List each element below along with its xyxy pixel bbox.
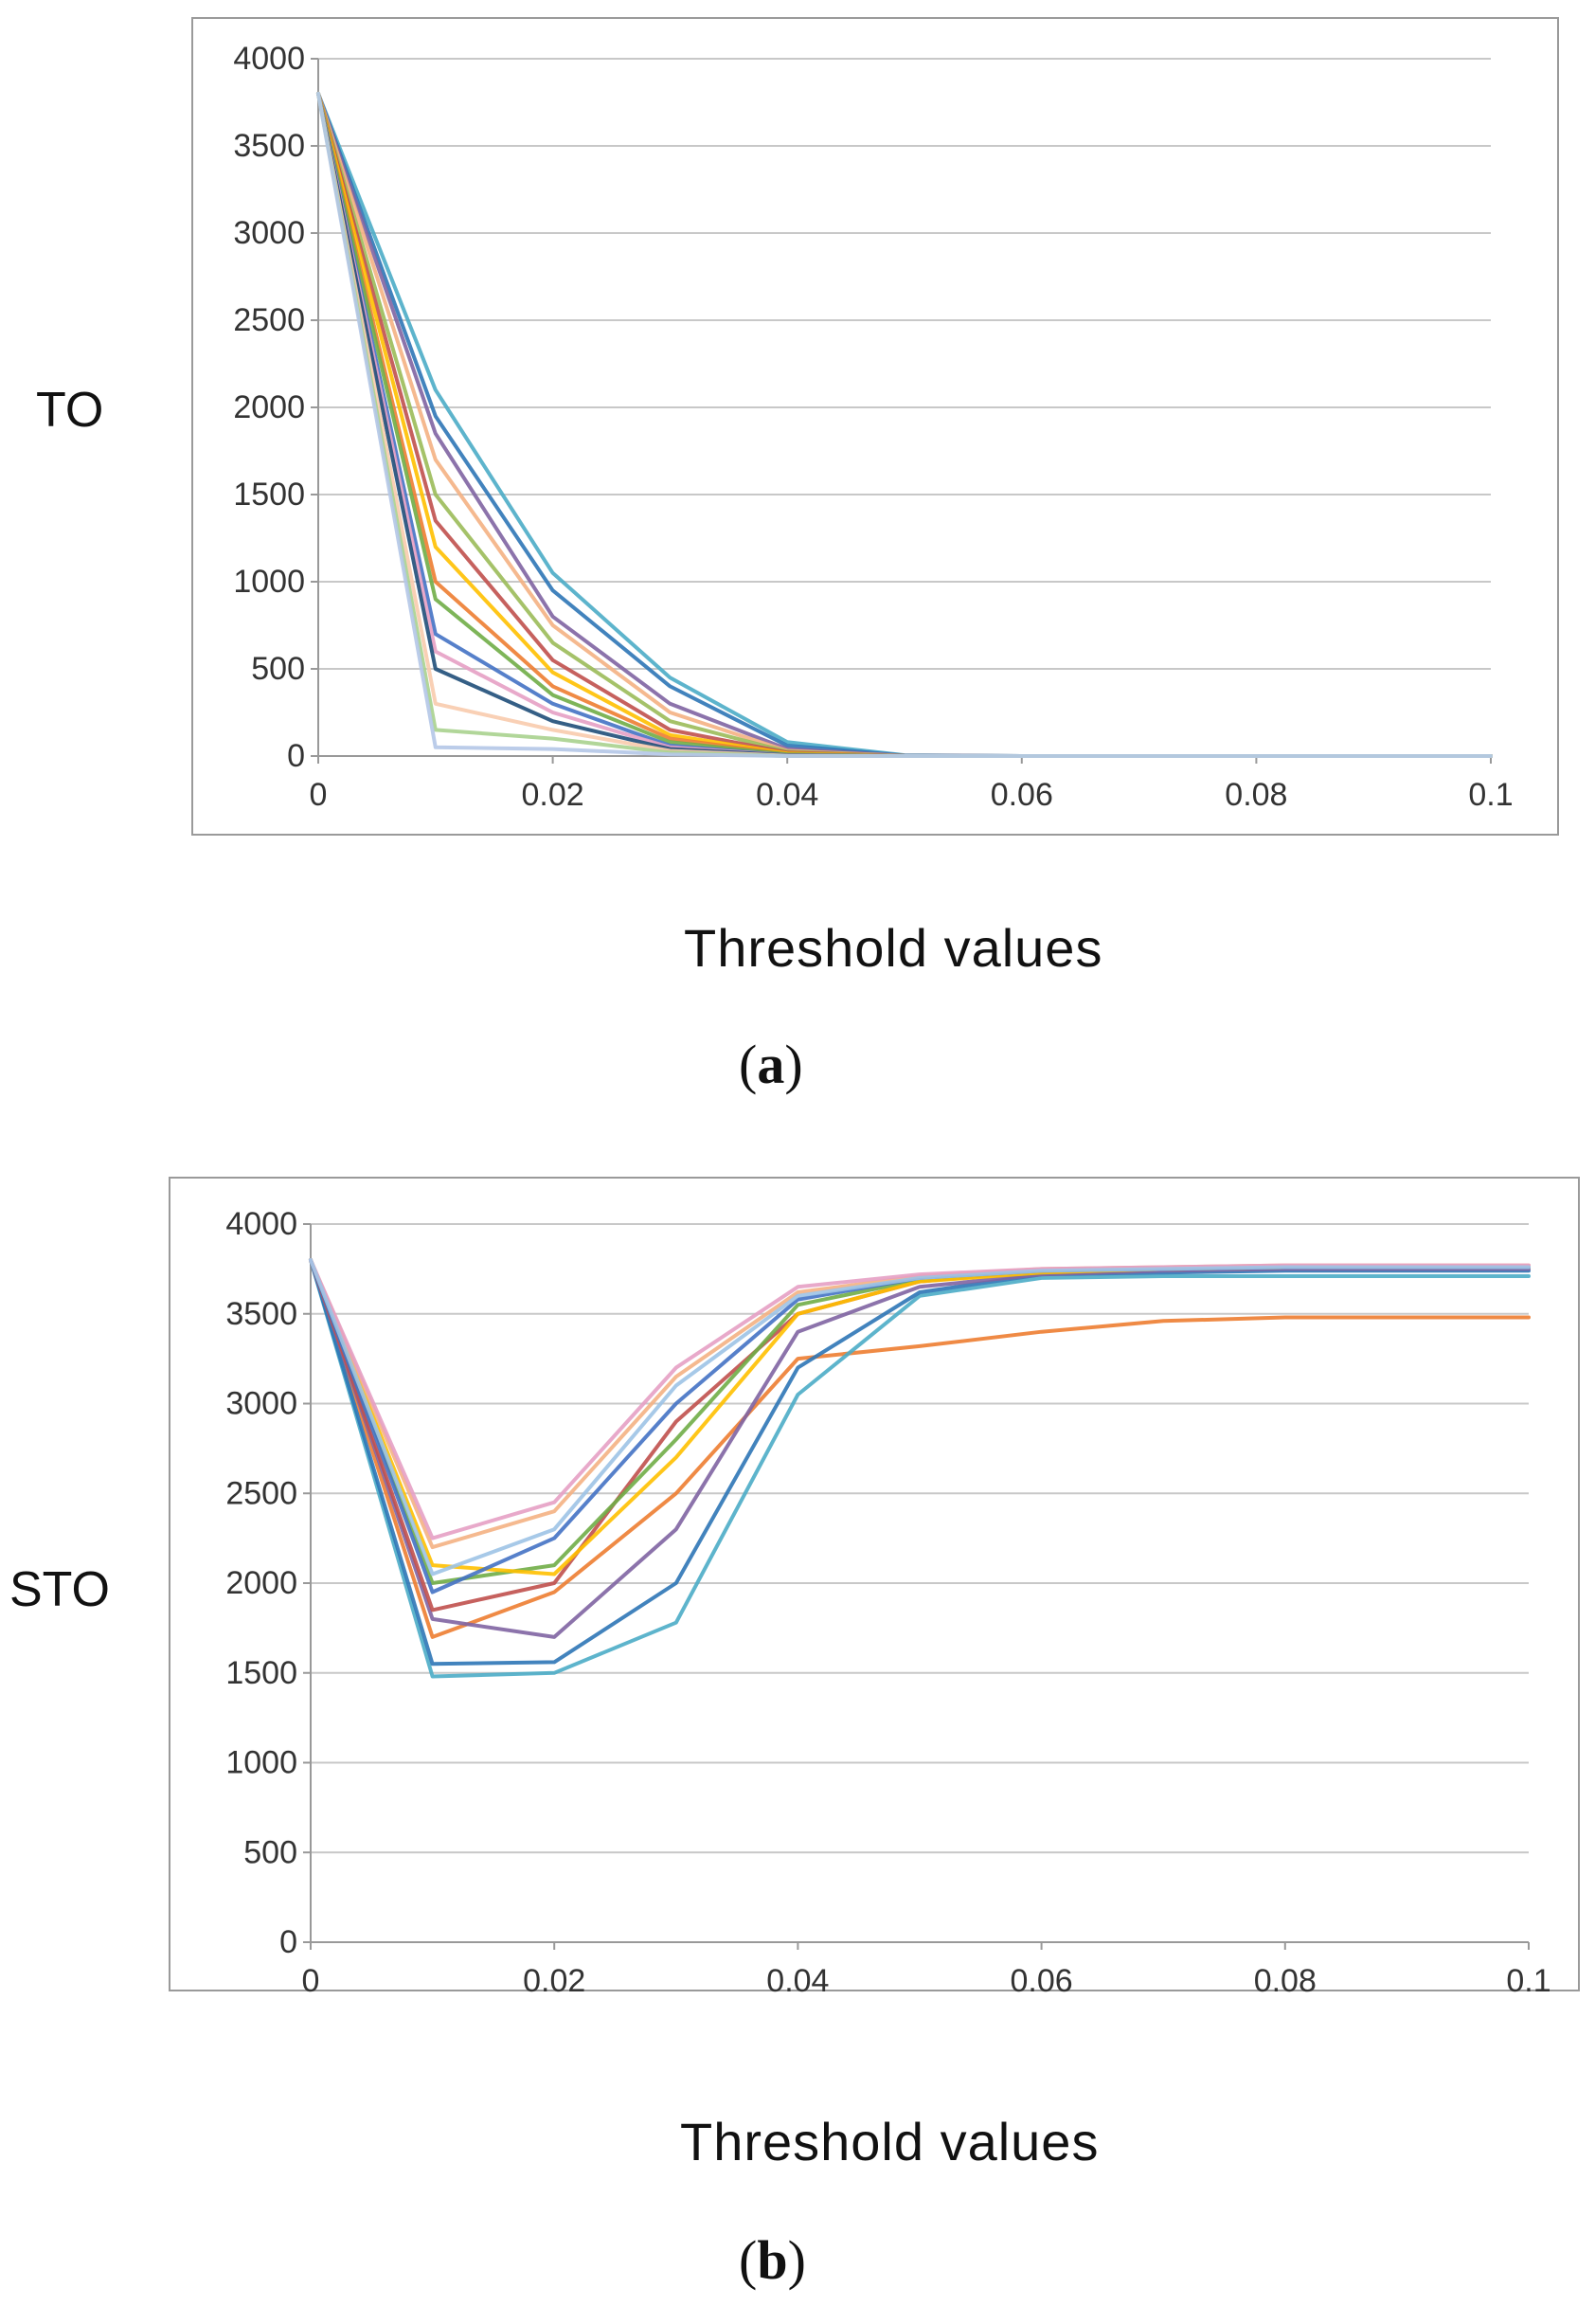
line-chart-b: 0 500 1000 1500 2000 2500 3000 3500 4000 0 0.02 0.0… bbox=[225, 1206, 1550, 1999]
series-line-s12 bbox=[316, 91, 1493, 758]
y-tick-label: 500 bbox=[251, 651, 305, 687]
series-line-s5 bbox=[309, 1257, 1531, 1612]
x-axis-label-a: Threshold values bbox=[684, 918, 1103, 978]
x-tick-label: 0.1 bbox=[1468, 777, 1513, 813]
series-line-s6 bbox=[309, 1257, 1531, 1585]
series-line-s5 bbox=[316, 91, 1493, 758]
x-tick-label: 0.06 bbox=[991, 777, 1053, 813]
y-tick-label: 3000 bbox=[225, 1386, 297, 1422]
x-tick-label: 0.04 bbox=[756, 777, 818, 813]
y-tick-label: 4000 bbox=[225, 1206, 297, 1242]
y-tick-label: 1500 bbox=[225, 1655, 297, 1691]
series-line-s9 bbox=[316, 91, 1493, 758]
y-tick-label: 2000 bbox=[233, 389, 305, 425]
x-tick-label: 0.08 bbox=[1254, 1963, 1317, 1999]
series-line-s15 bbox=[316, 91, 1493, 758]
figure-panel-a: 0 500 1000 1500 2000 2500 3000 3500 4000 0 0.02 0.0… bbox=[0, 0, 1595, 1137]
series-line-s11 bbox=[316, 91, 1493, 758]
series-line-s13 bbox=[316, 91, 1493, 758]
series-line-s2 bbox=[316, 91, 1493, 758]
x-axis-label-b: Threshold values bbox=[680, 2112, 1100, 2171]
series-line-s1 bbox=[309, 1257, 1531, 1639]
y-tick-label: 3000 bbox=[233, 215, 305, 251]
x-tick-label: 0 bbox=[302, 1963, 320, 1999]
y-tick-label: 2000 bbox=[225, 1565, 297, 1601]
y-tick-label: 3500 bbox=[225, 1296, 297, 1332]
series-line-s11 bbox=[309, 1257, 1531, 1576]
series-line-s3 bbox=[309, 1257, 1531, 1666]
x-tick-label: 0.02 bbox=[522, 777, 584, 813]
y-tick-label: 2500 bbox=[225, 1475, 297, 1511]
y-tick-label: 0 bbox=[279, 1924, 297, 1960]
x-tick-label: 0.08 bbox=[1225, 777, 1287, 813]
y-tick-label: 3500 bbox=[233, 128, 305, 164]
y-tick-label: 1000 bbox=[225, 1745, 297, 1781]
y-tick-label: 0 bbox=[287, 738, 305, 774]
chart-frame-a: 0 500 1000 1500 2000 2500 3000 3500 4000 0 0.02 0.0… bbox=[191, 17, 1559, 836]
x-tick-label: 0.06 bbox=[1011, 1963, 1073, 1999]
series-line-s1 bbox=[316, 91, 1493, 758]
y-tick-label: 500 bbox=[243, 1834, 297, 1870]
y-axis-label-a: TO bbox=[36, 383, 104, 438]
series-line-s10 bbox=[309, 1257, 1531, 1540]
x-tick-label: 0.04 bbox=[766, 1963, 829, 1999]
series-line-s4 bbox=[316, 91, 1493, 758]
line-chart-a: 0 500 1000 1500 2000 2500 3000 3500 4000 0 0.02 0.0… bbox=[233, 41, 1513, 813]
figure-caption-b: (b) bbox=[739, 2229, 806, 2291]
series-line-s10 bbox=[316, 91, 1493, 758]
series-line-s7 bbox=[309, 1257, 1531, 1576]
series-line-s2 bbox=[309, 1257, 1531, 1679]
y-axis-label-b: STO bbox=[9, 1562, 110, 1617]
series-line-s8 bbox=[316, 91, 1493, 758]
series-line-s8 bbox=[309, 1257, 1531, 1594]
x-tick-label: 0.02 bbox=[523, 1963, 585, 1999]
series-line-s14 bbox=[316, 91, 1493, 758]
x-tick-label: 0.1 bbox=[1506, 1963, 1550, 1999]
series-line-s6 bbox=[316, 91, 1493, 758]
series-line-s7 bbox=[316, 91, 1493, 758]
figure-caption-a: (a) bbox=[739, 1034, 803, 1095]
x-tick-label: 0 bbox=[310, 777, 328, 813]
y-tick-label: 4000 bbox=[233, 41, 305, 77]
chart-frame-b: 0 500 1000 1500 2000 2500 3000 3500 4000 0 0.02 0.0… bbox=[169, 1177, 1580, 1999]
figure-panel-b: 0 500 1000 1500 2000 2500 3000 3500 4000 0 0.02 0.0… bbox=[0, 1137, 1595, 2324]
y-tick-label: 1000 bbox=[233, 564, 305, 600]
y-tick-label: 2500 bbox=[233, 302, 305, 338]
y-tick-label: 1500 bbox=[233, 477, 305, 513]
series-line-s3 bbox=[316, 91, 1493, 758]
